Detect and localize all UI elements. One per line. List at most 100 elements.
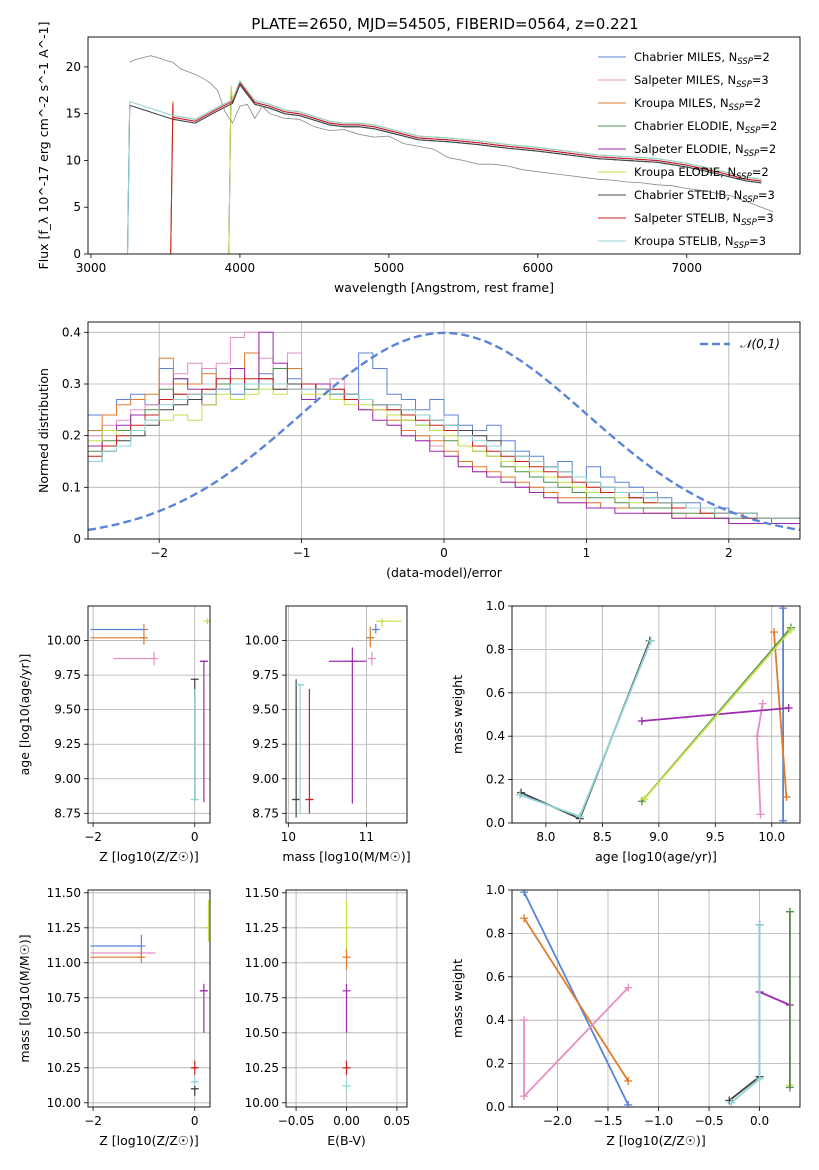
x-axis-label: mass [log10(M/M☉)]: [282, 849, 410, 864]
x-tick-label: 0: [440, 546, 448, 560]
y-tick-label: 9.75: [54, 668, 81, 682]
y-tick-label: 10.00: [47, 634, 81, 648]
residual-hist-8: [88, 383, 800, 519]
y-tick-label: 0.0: [486, 1100, 505, 1114]
weight-line-8: [519, 640, 652, 818]
y-tick-label: 10.50: [245, 1026, 279, 1040]
axes-frame: [511, 605, 801, 824]
x-tick-label: 9.0: [649, 830, 668, 844]
model-line-6: [127, 83, 762, 254]
y-tick-label: 8.75: [252, 806, 279, 820]
y-tick-label: 8.75: [54, 806, 81, 820]
y-tick-label: 1.0: [486, 599, 505, 613]
y-axis-label: Flux [f_λ 10^-17 erg cm^-2 s^-1 A^-1]: [36, 22, 51, 270]
legend-gaussian-label: 𝒩(0,1): [740, 337, 780, 351]
panel-mass_vs_z: −2 0 10.00 10.25 10.50 10.75 11.00 11.25 11.50 Z …: [17, 886, 211, 1148]
x-tick-label: 1: [583, 546, 591, 560]
residual-lines: [88, 331, 800, 532]
x-tick-label: −0.5: [694, 1114, 723, 1128]
y-tick-label: 0.1: [62, 480, 81, 494]
x-tick-label: −0.05: [278, 1114, 315, 1128]
y-axis-label: mass weight: [450, 959, 465, 1038]
x-tick-label: −2: [84, 830, 102, 844]
weight-line-4: [759, 991, 791, 1006]
y-tick-label: 9.50: [252, 703, 279, 717]
x-tick-label: −1.0: [644, 1114, 673, 1128]
panel-weight_vs_z: −2.0 −1.5 −1.0 −0.5 0.0 0.0 0.2 0.4 0.6 0.8 1.0 Z […: [450, 883, 801, 1148]
legend-label-6: Chabrier STELIB, NSSP=3: [634, 188, 775, 205]
x-axis-label: wavelength [Angstrom, rest frame]: [334, 280, 554, 295]
y-tick-label: 9.75: [252, 668, 279, 682]
weight-line-5: [643, 629, 792, 800]
x-tick-label: 8.5: [593, 830, 612, 844]
y-tick-label: 11.25: [245, 921, 279, 935]
weight-line-1: [756, 703, 764, 815]
x-tick-label: 2: [725, 546, 733, 560]
legend-label-7: Salpeter STELIB, NSSP=3: [634, 211, 774, 228]
spectrum-lines: [127, 55, 774, 254]
weight-line-2: [523, 917, 629, 1082]
axes-frame: [87, 36, 801, 255]
errorbars: [90, 618, 210, 803]
y-tick-label: 11.00: [47, 956, 81, 970]
model-line-8: [127, 79, 762, 254]
x-tick-label: 0: [191, 830, 199, 844]
y-tick-label: 0: [73, 247, 81, 261]
y-tick-label: 11.25: [47, 921, 81, 935]
x-tick-label: 0.0: [750, 1114, 769, 1128]
x-axis-label: (data-model)/error: [386, 565, 503, 580]
axes-frame: [285, 605, 408, 824]
errorbars: [90, 899, 210, 1096]
x-tick-label: 0.05: [384, 1114, 411, 1128]
x-axis-label: Z [log10(Z/Z☉)]: [99, 1133, 199, 1148]
x-tick-label: 3000: [76, 261, 107, 275]
weight-line-1: [523, 986, 629, 1099]
weight-lines: [515, 606, 795, 823]
y-tick-label: 0.4: [486, 1013, 505, 1027]
x-tick-label: 6000: [523, 261, 554, 275]
axes-frame: [285, 889, 408, 1108]
x-tick-label: 4000: [225, 261, 256, 275]
y-tick-label: 0.2: [486, 773, 505, 787]
errorbars: [342, 899, 351, 1092]
y-tick-label: 0.3: [62, 377, 81, 391]
legend-label-0: Chabrier MILES, NSSP=2: [634, 50, 770, 67]
axes-frame: [87, 889, 211, 1108]
gaussian-curve: [88, 331, 800, 532]
axes-frame: [87, 605, 211, 824]
legend-label-2: Kroupa MILES, NSSP=2: [634, 96, 761, 113]
y-tick-label: 10.00: [47, 1096, 81, 1110]
x-axis-label: Z [log10(Z/Z☉)]: [606, 1133, 706, 1148]
y-tick-label: 0.0: [486, 816, 505, 830]
x-axis-label: E(B-V): [327, 1133, 366, 1148]
axes-frame: [511, 889, 801, 1108]
x-tick-label: −2: [84, 1114, 102, 1128]
y-axis-label: mass [log10(M/M☉)]: [17, 934, 32, 1062]
weight-line-6: [728, 924, 761, 1102]
weight-line-6: [520, 640, 651, 820]
y-tick-label: 9.00: [252, 772, 279, 786]
x-tick-label: 10: [281, 830, 296, 844]
panel-mass_vs_ebv: −0.05 0.00 0.05 10.00 10.25 10.50 10.75 11.00 11…: [245, 886, 411, 1148]
y-tick-label: 11.50: [47, 886, 81, 900]
y-tick-label: 10.00: [245, 634, 279, 648]
y-axis-label: mass weight: [450, 675, 465, 754]
y-tick-label: 15: [66, 107, 81, 121]
panel-age_vs_mass: 10 11 8.75 9.00 9.25 9.50 9.75 10.00 mass [log10…: [245, 605, 411, 864]
x-tick-label: −2: [150, 546, 168, 560]
y-tick-label: 0: [73, 532, 81, 546]
y-tick-label: 10.75: [245, 991, 279, 1005]
x-tick-label: 0: [191, 1114, 199, 1128]
residual-hist-5: [88, 388, 800, 519]
weight-line-8: [730, 924, 761, 1104]
legend-label-8: Kroupa STELIB, NSSP=3: [634, 234, 766, 251]
y-axis-label: Normed distribution: [36, 368, 51, 493]
panel-age_vs_z: −2 0 8.75 9.00 9.25 9.50 9.75 10.00 Z [log10(Z/Z…: [17, 605, 211, 864]
legend-label-1: Salpeter MILES, NSSP=3: [634, 73, 769, 90]
y-tick-label: 10.50: [47, 1026, 81, 1040]
y-tick-label: 5: [73, 200, 81, 214]
y-tick-label: 10: [66, 153, 81, 167]
y-tick-label: 9.25: [54, 737, 81, 751]
legend-label-3: Chabrier ELODIE, NSSP=2: [634, 119, 777, 136]
y-tick-label: 10.25: [245, 1061, 279, 1075]
